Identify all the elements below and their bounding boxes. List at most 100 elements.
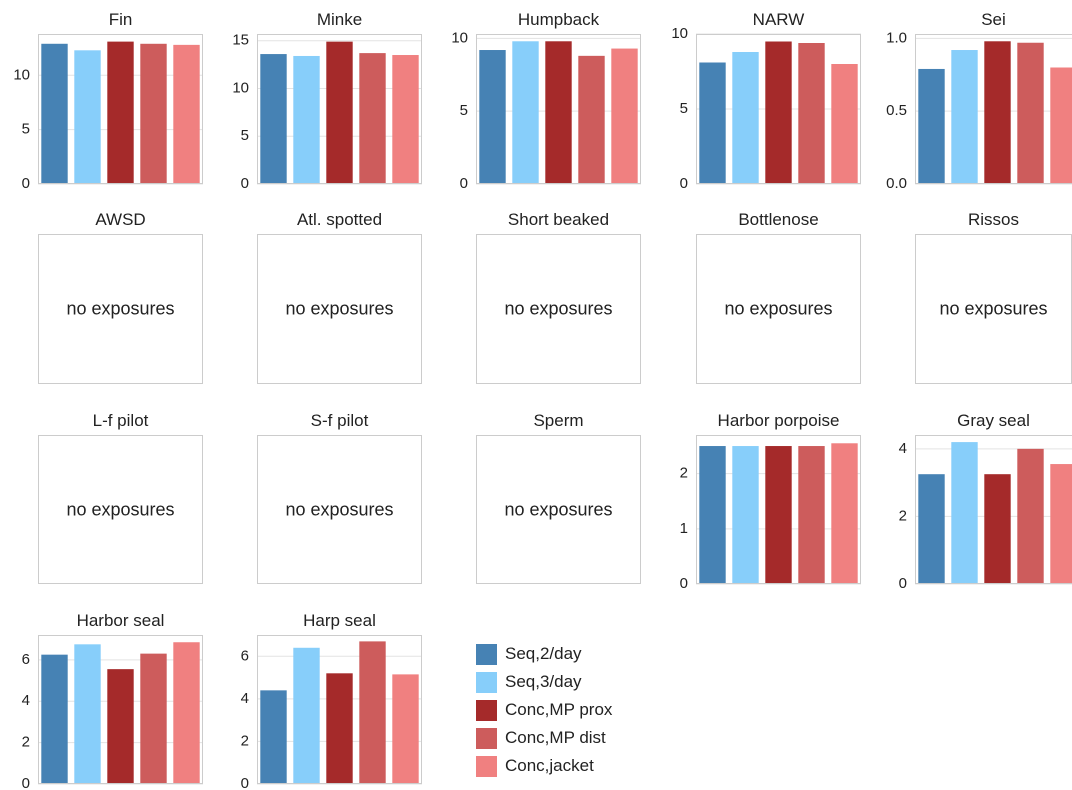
legend-label: Seq,2/day [505, 644, 582, 663]
legend-swatch [476, 727, 497, 749]
bar-conc-jacket [392, 674, 419, 784]
bar-conc-jacket [831, 443, 858, 584]
panel-sei: Sei 0.0 0.5 1.0 [886, 10, 1072, 192]
bar-conc-mp-prox [984, 474, 1011, 584]
y-tick-label: 10 [232, 79, 249, 96]
legend-label: Seq,3/day [505, 672, 582, 691]
bar-plot: 0.0 0.5 1.0 [886, 29, 1072, 192]
bar-conc-jacket [1050, 464, 1072, 584]
plot-frame [257, 34, 422, 184]
y-tick-label: 0 [460, 175, 468, 192]
panel-frame [257, 234, 422, 384]
plot-frame [38, 34, 203, 184]
no-exposures-label: no exposures [285, 298, 394, 319]
bar-conc-jacket [1050, 67, 1072, 184]
bar-conc-mp-prox [107, 41, 134, 184]
panel-title: Sei [981, 10, 1006, 29]
legend-swatch [476, 699, 497, 721]
panel-short-beaked: Short beaked no exposures [476, 210, 641, 384]
y-tick-label: 1 [680, 520, 688, 537]
panel-title: Humpback [517, 10, 600, 29]
plot-frame [696, 435, 861, 584]
legend-label: Conc,jacket [505, 756, 594, 775]
bar-plot: 0 5 10 [451, 29, 641, 192]
legend-swatch [476, 671, 497, 693]
bar-conc-mp-dist [578, 55, 605, 184]
y-tick-label: 4 [22, 692, 30, 709]
bar-seq-2-day [41, 654, 68, 784]
panel-frame [476, 435, 641, 584]
legend: Seq,2/day Seq,3/day Conc,MP prox Conc,MP… [476, 640, 612, 780]
panel-title: S-f pilot [310, 411, 369, 430]
bar-conc-mp-prox [107, 669, 134, 784]
y-tick-label: 10 [671, 25, 688, 42]
panel-l-f-pilot: L-f pilot no exposures [38, 411, 203, 584]
panel-title: Fin [108, 10, 133, 29]
legend-item-conc-mp-dist: Conc,MP dist [476, 724, 612, 752]
bar-conc-mp-prox [326, 41, 353, 184]
panel-harbor-porpoise: Harbor porpoise 0 1 2 [680, 411, 861, 592]
panel-frame [476, 234, 641, 384]
panel-title: Atl. spotted [296, 210, 383, 229]
bar-conc-mp-dist [140, 653, 167, 784]
panel-title: NARW [752, 10, 805, 29]
y-tick-label: 0 [680, 575, 688, 592]
panel-gray-seal: Gray seal 0 2 4 [899, 411, 1072, 592]
no-exposures-label: no exposures [724, 298, 833, 319]
bar-conc-mp-prox [326, 673, 353, 784]
bar-conc-jacket [392, 55, 419, 185]
panel-title: Harbor seal [76, 611, 165, 630]
bar-seq-3-day [951, 442, 978, 584]
bar-conc-jacket [173, 642, 200, 784]
plot-frame [476, 34, 641, 184]
bar-plot: 0 2 4 [899, 435, 1072, 592]
panel-frame [38, 435, 203, 584]
no-exposures-label: no exposures [66, 298, 175, 319]
no-exposures-label: no exposures [66, 499, 175, 519]
bar-plot: 0 5 10 [671, 25, 861, 192]
y-tick-label: 5 [680, 100, 688, 117]
bar-seq-2-day [41, 43, 68, 184]
bar-conc-mp-dist [140, 43, 167, 184]
bar-plot: 0 5 10 [13, 34, 203, 192]
panel-bottlenose: Bottlenose no exposures [696, 210, 861, 384]
y-tick-label: 0.0 [886, 175, 907, 192]
legend-item-conc-mp-prox: Conc,MP prox [476, 696, 612, 724]
panel-title: Bottlenose [738, 210, 819, 229]
legend-swatch [476, 755, 497, 777]
y-tick-label: 1.0 [886, 29, 907, 46]
plot-frame [915, 34, 1072, 184]
bar-seq-3-day [951, 50, 978, 185]
bar-plot: 0 2 4 6 [22, 635, 203, 790]
y-tick-label: 6 [241, 647, 249, 664]
panel-title: L-f pilot [92, 411, 149, 430]
bar-conc-mp-dist [798, 43, 825, 184]
legend-item-seq-3-day: Seq,3/day [476, 668, 612, 696]
panel-title: Gray seal [957, 411, 1030, 430]
panel-title: Minke [316, 10, 363, 29]
panel-narw: NARW 0 5 10 [671, 10, 861, 192]
y-tick-label: 2 [899, 507, 907, 524]
bar-seq-3-day [293, 647, 320, 784]
legend-label: Conc,MP prox [505, 700, 613, 719]
no-exposures-label: no exposures [504, 298, 613, 319]
panel-atl-spotted: Atl. spotted no exposures [257, 210, 422, 384]
panel-awsd: AWSD no exposures [38, 210, 203, 384]
y-tick-label: 2 [680, 465, 688, 482]
panel-frame [696, 234, 861, 384]
y-tick-label: 15 [232, 32, 249, 49]
panel-title: AWSD [95, 210, 146, 229]
bar-conc-jacket [831, 64, 858, 184]
panel-title: Harbor porpoise [717, 411, 840, 430]
bar-seq-2-day [260, 690, 287, 784]
y-tick-label: 4 [899, 440, 907, 457]
bar-conc-mp-prox [765, 41, 792, 184]
bar-conc-mp-dist [359, 53, 386, 185]
y-tick-label: 6 [22, 651, 30, 668]
panel-fin: Fin 0 5 10 [13, 10, 203, 192]
bar-conc-mp-dist [359, 641, 386, 784]
no-exposures-label: no exposures [285, 499, 394, 519]
legend-label: Conc,MP dist [505, 728, 606, 747]
plot-frame [257, 635, 422, 784]
panel-frame [257, 435, 422, 584]
